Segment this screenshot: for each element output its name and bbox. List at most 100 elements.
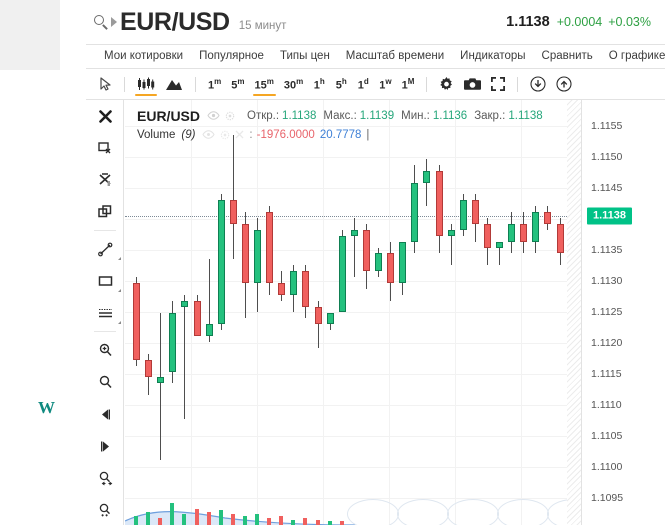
area-chart-icon[interactable] xyxy=(160,69,188,99)
zoom-pan-icon[interactable] xyxy=(86,462,124,494)
candle-body xyxy=(532,212,540,242)
menu-item-about-chart[interactable]: О графике xyxy=(608,50,665,62)
timeframe-15m[interactable]: 15m xyxy=(250,69,279,99)
candle xyxy=(229,100,237,525)
candle-body xyxy=(229,200,237,224)
volume-bar xyxy=(158,517,163,525)
volume-bar xyxy=(230,514,235,525)
menu-item-my-quotes[interactable]: Мои котировки xyxy=(104,50,184,62)
candle xyxy=(290,100,298,525)
candle xyxy=(181,100,189,525)
menu-item-price-types[interactable]: Типы цен xyxy=(279,50,330,62)
candle xyxy=(544,100,552,525)
volume-bar xyxy=(194,508,199,525)
arrow-right-icon[interactable] xyxy=(86,430,124,462)
zoom-out-icon[interactable] xyxy=(86,366,124,398)
candle xyxy=(508,100,516,525)
gridline xyxy=(125,467,581,468)
search-icon[interactable] xyxy=(92,13,110,31)
zoom-reset-icon[interactable] xyxy=(86,494,124,525)
price-tick: 1.1155 xyxy=(591,120,623,132)
cursor-arrow-icon[interactable] xyxy=(94,69,117,99)
menu-item-time-scale[interactable]: Масштаб времени xyxy=(345,50,445,62)
timeframe-1w[interactable]: 1w xyxy=(374,69,396,99)
candlestick-chart-icon[interactable] xyxy=(132,69,160,99)
price-tick: 1.1105 xyxy=(591,430,623,442)
volume-bar xyxy=(303,517,308,525)
tf-num: 5 xyxy=(335,79,342,92)
candle xyxy=(266,100,274,525)
candle xyxy=(387,100,395,525)
chart-legend: EUR/USD Откр.: 1.1138 Макс.: 1.1139 Мин.… xyxy=(137,106,543,144)
price-axis[interactable]: 1.11551.11501.11451.11401.11351.11301.11… xyxy=(581,100,665,525)
active-indicator xyxy=(135,93,157,96)
timeframe-30m[interactable]: 30m xyxy=(279,69,308,99)
candle xyxy=(459,100,467,525)
candle-wick xyxy=(160,312,162,461)
caret-right-icon[interactable] xyxy=(111,17,117,27)
horizontal-lines-icon[interactable] xyxy=(86,297,124,329)
close-icon[interactable] xyxy=(235,130,244,139)
close-x-icon[interactable] xyxy=(86,100,124,132)
candle xyxy=(217,100,225,525)
timeframe-1M[interactable]: 1M xyxy=(397,69,420,99)
expand-triangle-icon[interactable] xyxy=(118,321,121,324)
copy-icon[interactable] xyxy=(86,196,124,228)
candle xyxy=(241,100,249,525)
gridline xyxy=(125,498,581,499)
rectangle-icon[interactable] xyxy=(86,265,124,297)
candle xyxy=(169,100,177,525)
circle-arrow-down-icon[interactable] xyxy=(525,69,551,99)
volume-bar xyxy=(279,515,284,525)
site-logo-icon: W xyxy=(38,398,55,417)
volume-series xyxy=(125,495,581,525)
price-tick: 1.1090 xyxy=(591,523,623,525)
gridline xyxy=(125,281,581,282)
timeframe-5h[interactable]: 5h xyxy=(330,69,352,99)
legend-val-low: 1.1136 xyxy=(432,109,468,122)
tf-unit: m xyxy=(266,76,274,86)
tf-num: 1 xyxy=(208,79,215,92)
tf-num: 1 xyxy=(357,79,364,92)
gridline xyxy=(455,100,456,525)
gridline xyxy=(521,100,522,525)
menu-item-compare[interactable]: Сравнить xyxy=(541,50,593,62)
gridline xyxy=(125,188,581,189)
candle xyxy=(399,100,407,525)
timeframe-1h[interactable]: 1h xyxy=(308,69,330,99)
candle-body xyxy=(290,271,298,295)
circle-arrow-up-icon[interactable] xyxy=(551,69,577,99)
eye-icon[interactable] xyxy=(202,130,215,139)
crop-select-icon[interactable] xyxy=(86,132,124,164)
candle-body xyxy=(254,229,261,283)
expand-triangle-icon[interactable] xyxy=(118,257,121,260)
fullscreen-icon[interactable] xyxy=(486,69,510,99)
timeframe-1m[interactable]: 1m xyxy=(203,69,226,99)
menu-item-indicators[interactable]: Индикаторы xyxy=(460,50,526,62)
timeframe-5m[interactable]: 5m xyxy=(226,69,249,99)
gridline xyxy=(125,343,581,344)
candle-body xyxy=(387,253,395,283)
candle-body xyxy=(411,182,419,242)
arrow-left-icon[interactable] xyxy=(86,398,124,430)
menu-item-popular[interactable]: Популярное xyxy=(199,50,264,62)
trend-line-icon[interactable] xyxy=(86,233,124,265)
camera-icon[interactable] xyxy=(459,69,486,99)
tf-unit: M xyxy=(407,76,415,86)
legend-volume-positive: 20.7778 xyxy=(319,128,362,141)
candle xyxy=(362,100,370,525)
candle-body xyxy=(483,223,491,248)
expand-triangle-icon[interactable] xyxy=(118,289,121,292)
eye-icon[interactable] xyxy=(207,111,220,120)
volume-bar xyxy=(291,519,296,525)
candle-body xyxy=(496,241,503,248)
gear-icon[interactable] xyxy=(225,111,235,121)
price-plot[interactable]: EUR/USD Откр.: 1.1138 Макс.: 1.1139 Мин.… xyxy=(125,100,581,525)
magnet-icon[interactable] xyxy=(86,164,124,196)
gear-icon[interactable] xyxy=(434,69,459,99)
timeframe-1d[interactable]: 1d xyxy=(352,69,374,99)
gear-icon[interactable] xyxy=(220,130,230,140)
zoom-in-icon[interactable] xyxy=(86,334,124,366)
candle xyxy=(496,100,503,525)
